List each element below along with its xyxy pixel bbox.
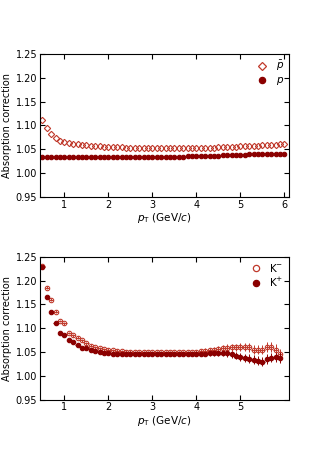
Legend: $\bar{p}$, $p$: $\bar{p}$, $p$ [249, 57, 286, 89]
Legend: K$^{-}$, K$^{+}$: K$^{-}$, K$^{+}$ [243, 260, 286, 291]
X-axis label: $p_{\rm T}$ (GeV/$c$): $p_{\rm T}$ (GeV/$c$) [137, 414, 192, 428]
Y-axis label: Absorption correction: Absorption correction [2, 276, 12, 381]
X-axis label: $p_{\rm T}$ (GeV/$c$): $p_{\rm T}$ (GeV/$c$) [137, 211, 192, 225]
Y-axis label: Absorption correction: Absorption correction [2, 73, 12, 178]
